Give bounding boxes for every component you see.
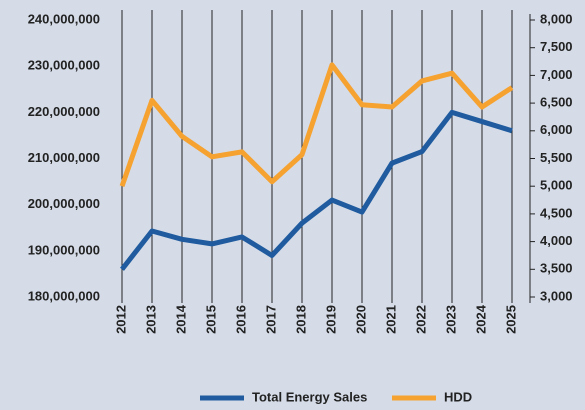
x-tick-label: 2017 bbox=[263, 305, 278, 334]
y2-tick-label: 6,000 bbox=[540, 122, 573, 137]
legend-label: Total Energy Sales bbox=[252, 389, 367, 404]
y-tick-label: 210,000,000 bbox=[28, 150, 100, 165]
x-tick-label: 2021 bbox=[383, 305, 398, 334]
x-tick-label: 2019 bbox=[323, 305, 338, 334]
y2-tick-label: 4,000 bbox=[540, 233, 573, 248]
x-tick-label: 2020 bbox=[353, 305, 368, 334]
y2-tick-label: 5,500 bbox=[540, 150, 573, 165]
x-tick-label: 2014 bbox=[173, 304, 188, 334]
y2-tick-label: 3,000 bbox=[540, 288, 573, 303]
x-tick-label: 2024 bbox=[473, 304, 488, 334]
y-tick-label: 220,000,000 bbox=[28, 104, 100, 119]
x-tick-label: 2022 bbox=[413, 305, 428, 334]
y2-tick-label: 4,500 bbox=[540, 205, 573, 220]
x-tick-label: 2013 bbox=[143, 305, 158, 334]
y2-tick-label: 7,000 bbox=[540, 67, 573, 82]
y-tick-label: 240,000,000 bbox=[28, 11, 100, 26]
y-tick-label: 200,000,000 bbox=[28, 196, 100, 211]
x-tick-label: 2012 bbox=[113, 305, 128, 334]
x-tick-label: 2018 bbox=[293, 305, 308, 334]
series-line bbox=[119, 62, 514, 188]
x-tick-label: 2023 bbox=[443, 305, 458, 334]
legend-label: HDD bbox=[444, 389, 472, 404]
y2-tick-label: 3,500 bbox=[540, 261, 573, 276]
y2-tick-label: 8,000 bbox=[540, 11, 573, 26]
y2-tick-label: 5,000 bbox=[540, 178, 573, 193]
y-tick-label: 230,000,000 bbox=[28, 58, 100, 73]
series-line bbox=[120, 109, 513, 271]
y-tick-label: 190,000,000 bbox=[28, 242, 100, 257]
x-tick-label: 2016 bbox=[233, 305, 248, 334]
y2-tick-label: 6,500 bbox=[540, 95, 573, 110]
y2-tick-label: 7,500 bbox=[540, 39, 573, 54]
x-tick-label: 2025 bbox=[503, 305, 518, 334]
x-tick-label: 2015 bbox=[203, 305, 218, 334]
y-tick-label: 180,000,000 bbox=[28, 288, 100, 303]
